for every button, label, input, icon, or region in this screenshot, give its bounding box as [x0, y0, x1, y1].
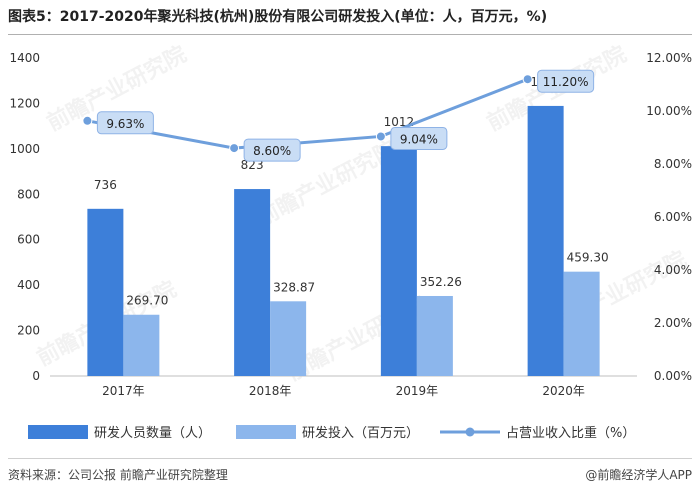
- bar-investment-label: 328.87: [273, 280, 315, 294]
- y-right-tick-label: 2.00%: [654, 316, 692, 330]
- y-left-tick-label: 1400: [9, 51, 40, 65]
- x-tick-label: 2019年: [396, 384, 439, 398]
- bar-headcount: [527, 105, 564, 377]
- footer-divider: [8, 458, 692, 459]
- y-left-tick-label: 200: [17, 324, 40, 338]
- legend-label-headcount: 研发人员数量（人）: [94, 425, 211, 441]
- x-tick-label: 2017年: [102, 384, 145, 398]
- chart-legend: 研发人员数量（人） 研发投入（百万元） 占营业收入比重（%）: [28, 425, 635, 441]
- y-axis-right: 0.00% 2.00% 4.00% 6.00% 8.00% 10.00% 12.00%: [646, 51, 692, 383]
- x-tick-label: 2020年: [542, 384, 585, 398]
- bar-headcount: [380, 146, 417, 376]
- x-tick-label: 2018年: [249, 384, 292, 398]
- y-right-tick-label: 4.00%: [654, 263, 692, 277]
- y-axis-left: 0 200 400 600 800 1000 1200 1400: [9, 51, 40, 383]
- ratio-label: 9.04%: [400, 132, 438, 146]
- ratio-label-box: [243, 138, 301, 162]
- legend-label-investment: 研发投入（百万元）: [302, 425, 419, 441]
- y-right-tick-label: 8.00%: [654, 157, 692, 171]
- bar-investment-label: 352.26: [420, 275, 462, 289]
- bar-investment: [563, 271, 600, 376]
- bar-series: [87, 105, 600, 377]
- source-note: 资料来源：公司公报 前瞻产业研究院整理: [8, 468, 228, 482]
- ratio-point: [229, 143, 240, 154]
- ratio-label: 11.20%: [543, 75, 589, 89]
- ratio-point: [375, 131, 386, 142]
- y-left-tick-label: 1200: [9, 96, 40, 110]
- bar-headcount: [87, 208, 124, 376]
- chart-title: 图表5：2017-2020年聚光科技(杭州)股份有限公司研发投入(单位：人，百万…: [8, 9, 548, 25]
- ratio-label-box: [390, 126, 448, 150]
- title-divider: [8, 34, 692, 35]
- y-right-tick-label: 6.00%: [654, 210, 692, 224]
- bar-headcount-label: 736: [94, 178, 117, 192]
- legend-swatch-investment: [236, 425, 296, 439]
- ratio-label-box: [96, 111, 154, 135]
- x-axis: 2017年 2018年 2019年 2020年: [102, 384, 585, 398]
- bar-investment-label: 269.70: [126, 294, 168, 308]
- bar-investment: [270, 301, 307, 376]
- y-right-tick-label: 12.00%: [646, 51, 692, 65]
- ratio-point: [82, 115, 93, 126]
- line-series: 9.63% 8.60% 9.04% 11.20%: [82, 69, 595, 162]
- bar-investment: [416, 295, 453, 376]
- y-left-tick-label: 0: [32, 369, 40, 383]
- bar-headcount: [234, 189, 271, 376]
- ratio-label: 9.63%: [106, 117, 144, 131]
- y-left-tick-label: 600: [17, 233, 40, 247]
- y-left-tick-label: 1000: [9, 142, 40, 156]
- ratio-line: [87, 77, 529, 150]
- ratio-point: [522, 74, 533, 85]
- ratio-label-box: [537, 69, 595, 93]
- legend-marker-ratio: [465, 427, 475, 437]
- bar-investment: [123, 314, 160, 376]
- y-right-tick-label: 0.00%: [654, 369, 692, 383]
- legend-swatch-headcount: [28, 425, 88, 439]
- legend-label-ratio: 占营业收入比重（%）: [506, 425, 635, 441]
- y-left-tick-label: 400: [17, 278, 40, 292]
- ratio-label: 8.60%: [253, 144, 291, 158]
- bar-investment-label: 459.30: [567, 251, 609, 265]
- y-left-tick-label: 800: [17, 187, 40, 201]
- brand-credit: @前瞻经济学人APP: [585, 468, 692, 482]
- y-right-tick-label: 10.00%: [646, 104, 692, 118]
